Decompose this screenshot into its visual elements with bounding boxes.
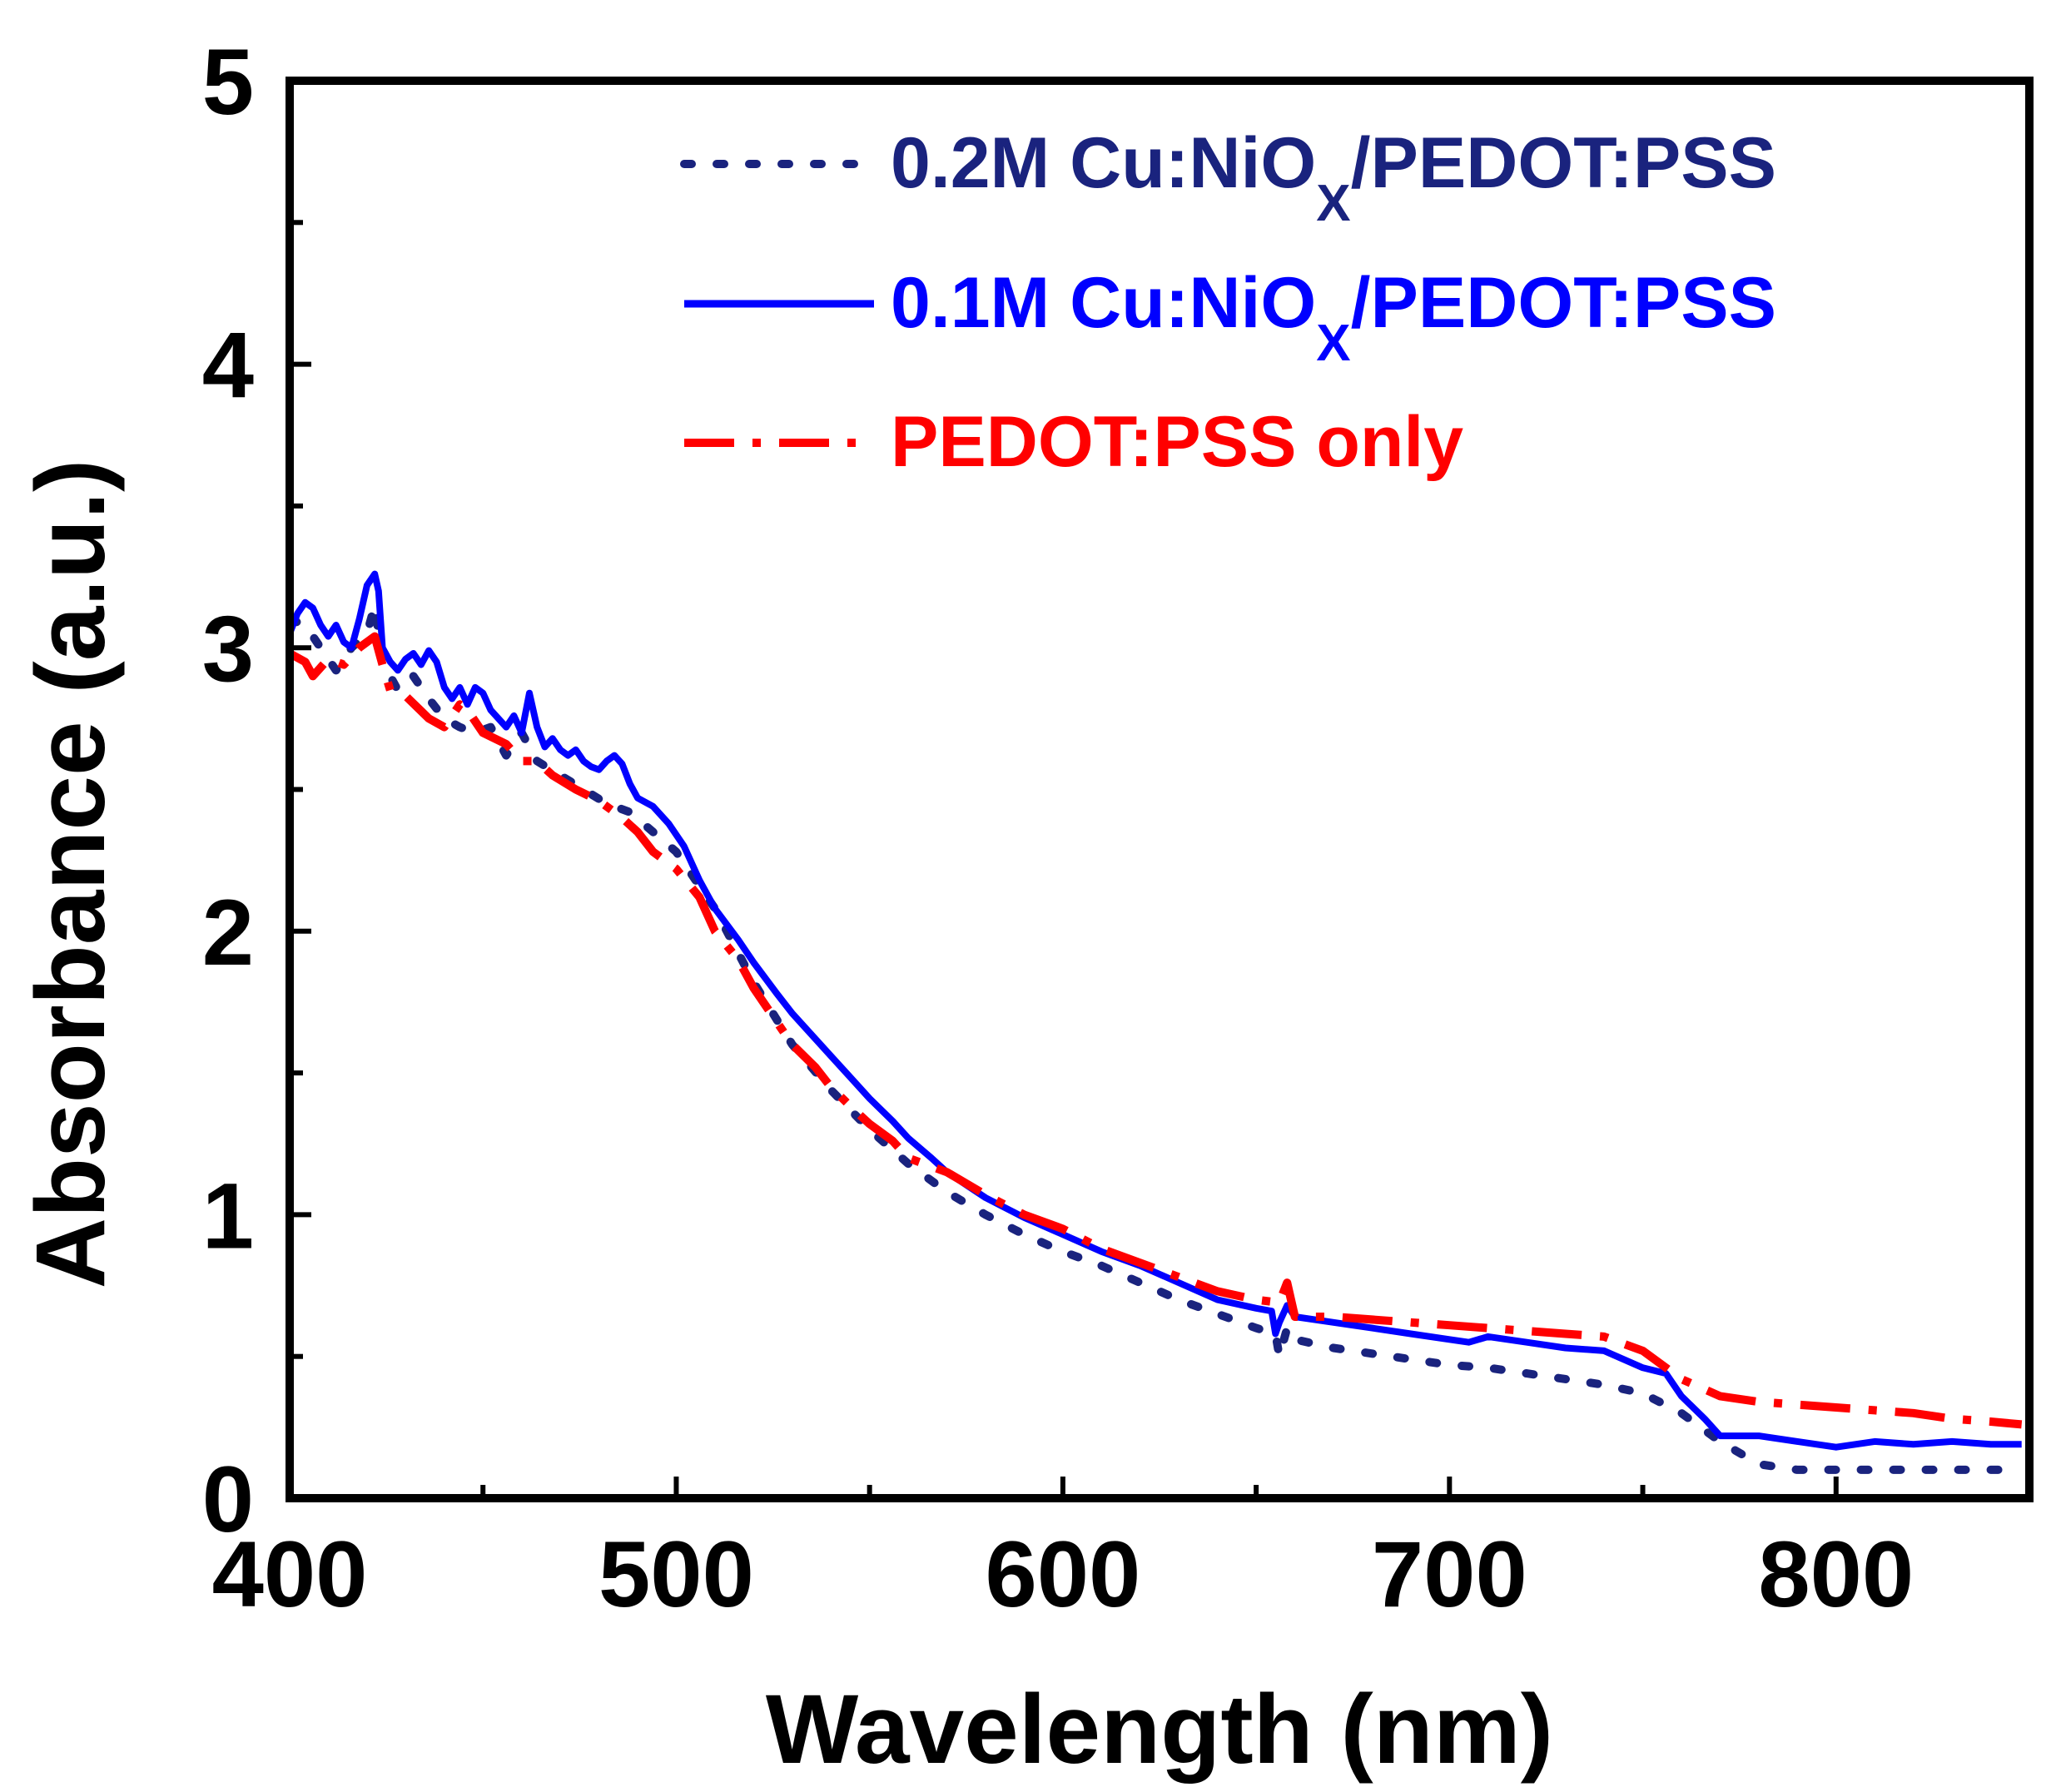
y-axis-title: Absorbance (a.u.)	[16, 459, 126, 1289]
y-tick-label: 2	[202, 881, 254, 985]
y-tick-label: 4	[202, 314, 254, 418]
y-tick-label: 5	[202, 30, 254, 134]
x-axis-title: Wavelength (nm)	[766, 1675, 1553, 1785]
legend-label-2: 0.1M Cu:NiOX/PEDOT:PSS	[891, 263, 1776, 372]
ticks-layer: 400 500 600 700 800 0 1 2 3 4 5	[202, 30, 2032, 1626]
legend-label-1: 0.2M Cu:NiOX/PEDOT:PSS	[891, 123, 1776, 232]
x-tick-label: 800	[1758, 1522, 1914, 1626]
legend-label-3: PEDOT:PSS only	[891, 402, 1463, 482]
series-layer	[286, 570, 2026, 1474]
x-tick-label: 400	[212, 1522, 368, 1626]
series-line-2	[286, 570, 2022, 1451]
x-tick-label: 500	[598, 1522, 754, 1626]
y-tick-label: 1	[202, 1164, 254, 1268]
y-tick-label: 3	[202, 597, 254, 701]
legend: 0.2M Cu:NiOX/PEDOT:PSS 0.1M Cu:NiOX/PEDOT…	[680, 123, 1776, 482]
x-tick-label: 600	[985, 1522, 1140, 1626]
x-tick-label: 700	[1372, 1522, 1527, 1626]
y-tick-label: 0	[202, 1447, 254, 1551]
series-line-1	[286, 601, 2026, 1474]
series-line-3	[287, 632, 2023, 1429]
